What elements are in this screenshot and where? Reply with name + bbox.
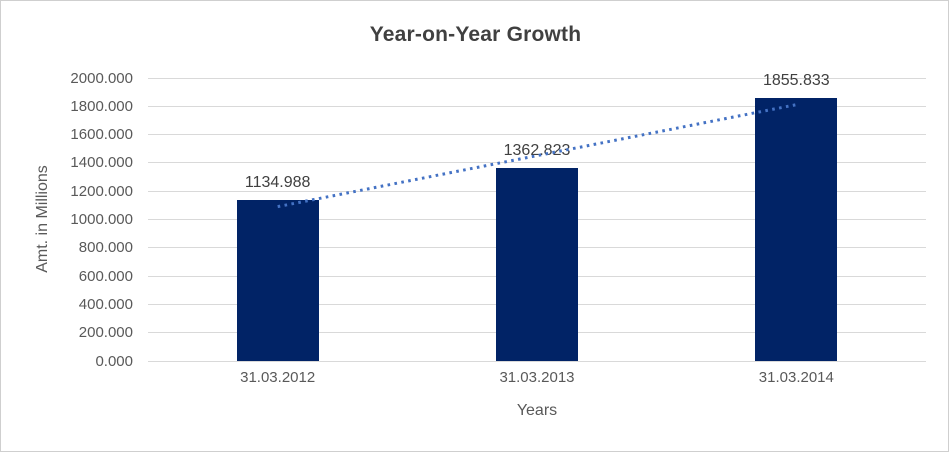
y-tick-label: 200.000 (78, 324, 133, 342)
y-tick-label: 1600.000 (70, 126, 133, 144)
y-tick-label: 1800.000 (70, 97, 133, 115)
y-tick-label: 600.000 (78, 267, 133, 285)
x-tick-label: 31.03.2014 (758, 369, 834, 386)
gridline (148, 360, 926, 362)
y-tick-label: 1400.000 (70, 154, 133, 172)
y-tick-label: 2000.000 (70, 69, 133, 87)
bar-31.03.2012 (236, 200, 319, 361)
gridline (148, 77, 926, 79)
chart-title: Year-on-Year Growth (369, 23, 582, 46)
data-label: 1134.988 (244, 174, 311, 192)
y-tick-label: 400.000 (78, 295, 133, 313)
x-tick-label: 31.03.2013 (499, 369, 575, 386)
y-tick-label: 1200.000 (70, 182, 133, 200)
y-tick-label: 1000.000 (70, 211, 133, 228)
bar-31.03.2013 (496, 168, 578, 361)
data-label: 1855.833 (762, 72, 830, 90)
y-tick-label: 0.000 (95, 352, 133, 370)
x-tick-label: 31.03.2012 (240, 369, 316, 386)
y-tick-label: 800.000 (78, 239, 133, 257)
bar-31.03.2014 (755, 98, 838, 361)
x-axis-title: Years (516, 402, 558, 419)
data-label: 1362.823 (503, 142, 571, 160)
